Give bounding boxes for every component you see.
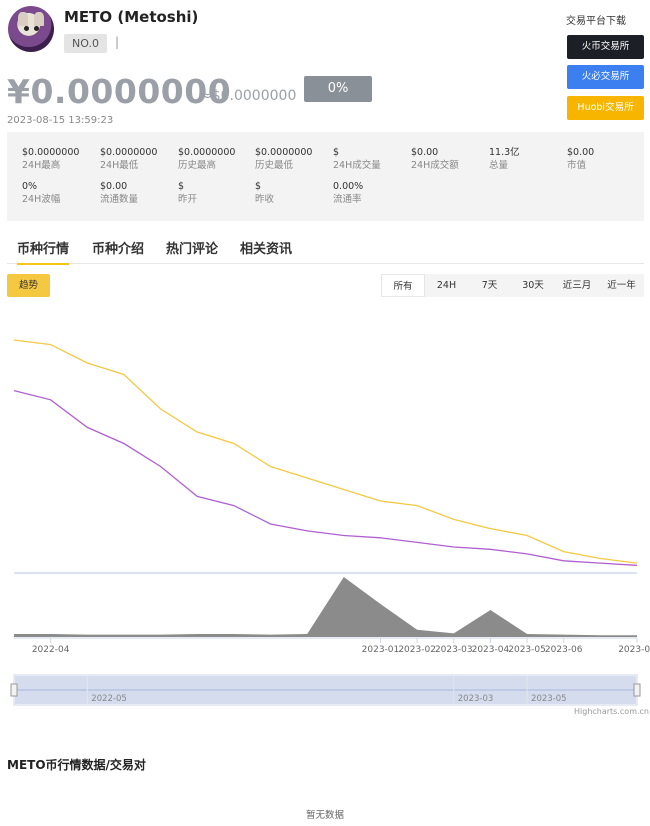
x-axis-ticks: 2022-04 2023-01 2023-02 2023-03 2023-04 2023-… (32, 638, 650, 655)
download-button-huobi-global[interactable]: Huobi交易所 (567, 96, 644, 120)
rank-badge: NO.0 (64, 34, 107, 53)
navigator-labels: 2022-05 2023-03 2023-05 (86, 676, 567, 704)
tab-market[interactable]: 币种行情 (17, 238, 70, 265)
stat-item: $0.0000000 历史最低 (255, 147, 313, 171)
market-section-title: METO币行情数据/交易对 (7, 758, 146, 772)
download-button-huobi[interactable]: 火币交易所 (567, 35, 644, 59)
navigator-label: 2023-05 (531, 694, 567, 704)
stat-item: $0.00 市值 (567, 147, 595, 171)
series-layer (13, 339, 638, 567)
logo-eye (24, 26, 29, 31)
stat-item: $0.0000000 24H最高 (22, 147, 80, 171)
series-line-1 (13, 389, 638, 567)
stat-item: 0.00% 流通率 (333, 181, 364, 205)
section-tabs: 币种行情 币种介绍 热门评论 相关资讯 (7, 235, 644, 265)
range-3m[interactable]: 近三月 (562, 280, 592, 291)
x-tick-label: 2023-05 (508, 645, 546, 655)
stat-item: $ 昨开 (178, 181, 198, 205)
chart-credit[interactable]: Highcharts.com.cn (574, 707, 649, 716)
stat-item: $0.0000000 24H最低 (100, 147, 158, 171)
download-button-label: 火必交易所 (581, 71, 630, 82)
rank-separator: | (115, 35, 120, 49)
tab-intro[interactable]: 币种介绍 (92, 242, 145, 257)
series-line-0 (13, 339, 638, 564)
price-cny: ¥0.0000000 (7, 72, 232, 111)
range-all[interactable]: 所有 (381, 274, 425, 297)
navigator-handle-right[interactable] (633, 683, 641, 697)
download-button-label: Huobi交易所 (577, 102, 634, 113)
empty-state: 暂无数据 (305, 810, 344, 821)
stat-item: 11.3亿 总量 (489, 147, 520, 171)
stat-item: $24H成交量 (333, 147, 381, 171)
navigator-label: 2023-03 (458, 694, 494, 704)
stat-item: $0.00 流通数量 (100, 181, 139, 205)
stat-item: $ 昨收 (255, 181, 275, 205)
logo-ear (18, 12, 28, 26)
logo-eye (34, 26, 39, 31)
coin-logo (8, 6, 54, 52)
x-tick-label: 2023-04 (472, 645, 510, 655)
volume-layer (14, 577, 637, 637)
x-tick-label: 2023-01 (362, 645, 400, 655)
change-percent-badge: 0% (304, 76, 372, 102)
x-tick-label: 2023-06 (545, 645, 583, 655)
x-tick-label: 2023-03 (435, 645, 473, 655)
stat-item: 0% 24H波幅 (22, 181, 61, 205)
x-tick-label: 2023-08 (618, 645, 650, 655)
range-7d[interactable]: 7天 (481, 280, 498, 291)
tab-comments[interactable]: 热门评论 (166, 242, 219, 257)
range-24h[interactable]: 24H (436, 280, 457, 291)
x-tick-label: 2023-02 (398, 645, 436, 655)
range-selector: 所有 24H 7天 30天 近三月 近一年 (381, 274, 644, 297)
download-button-label: 火币交易所 (581, 41, 630, 52)
range-1y[interactable]: 近一年 (607, 280, 636, 291)
coin-title: METO (Metoshi) (64, 8, 199, 26)
navigator-label: 2022-05 (91, 694, 127, 704)
price-usd: ≈$0.0000000 (200, 88, 297, 104)
download-title: 交易平台下载 (566, 16, 626, 27)
stats-panel: $0.0000000 24H最高 $0.0000000 24H最低 $0.00000… (7, 132, 644, 221)
stat-item: $0.00 24H成交额 (411, 147, 459, 171)
range-30d[interactable]: 30天 (522, 280, 544, 291)
navigator-handle-left[interactable] (10, 683, 18, 697)
timestamp: 2023-08-15 13:59:23 (7, 115, 114, 126)
stat-item: $0.0000000 历史最高 (178, 147, 236, 171)
volume-area (14, 577, 637, 637)
tab-news[interactable]: 相关资讯 (240, 242, 293, 257)
trend-button[interactable]: 趋势 (7, 274, 50, 297)
download-button-huobi-bi[interactable]: 火必交易所 (567, 65, 644, 89)
logo-ear (34, 12, 44, 26)
x-tick-label: 2022-04 (32, 645, 70, 655)
price-chart[interactable]: 2022-04 2023-01 2023-02 2023-03 2023-04 2023-… (0, 300, 650, 720)
